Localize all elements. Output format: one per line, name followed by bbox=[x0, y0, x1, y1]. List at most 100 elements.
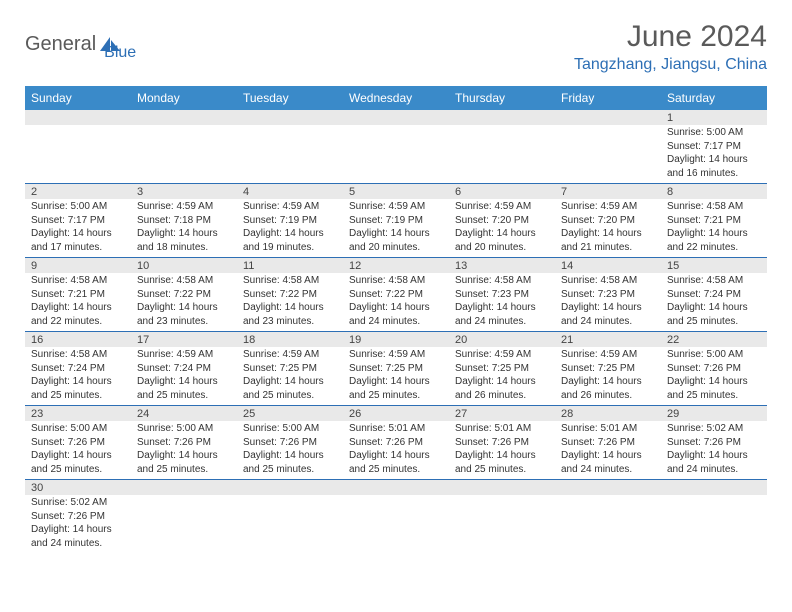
day-number: 25 bbox=[237, 406, 343, 421]
day-number: 22 bbox=[661, 332, 767, 347]
sunrise-line: Sunrise: 4:59 AM bbox=[137, 201, 213, 212]
day-number: 20 bbox=[449, 332, 555, 347]
day-body: Sunrise: 4:58 AMSunset: 7:23 PMDaylight:… bbox=[555, 273, 661, 331]
daylight-line: Daylight: 14 hours and 22 minutes. bbox=[31, 302, 112, 327]
day-number-empty bbox=[343, 480, 449, 495]
day-number: 24 bbox=[131, 406, 237, 421]
day-body: Sunrise: 5:01 AMSunset: 7:26 PMDaylight:… bbox=[343, 421, 449, 479]
daylight-line: Daylight: 14 hours and 25 minutes. bbox=[243, 450, 324, 475]
sunrise-line: Sunrise: 4:58 AM bbox=[561, 275, 637, 286]
day-body-empty bbox=[131, 495, 237, 545]
calendar-cell: 14Sunrise: 4:58 AMSunset: 7:23 PMDayligh… bbox=[555, 258, 661, 332]
day-body: Sunrise: 4:59 AMSunset: 7:19 PMDaylight:… bbox=[343, 199, 449, 257]
sunrise-line: Sunrise: 4:59 AM bbox=[243, 201, 319, 212]
sunrise-line: Sunrise: 5:01 AM bbox=[561, 423, 637, 434]
day-number-empty bbox=[449, 110, 555, 125]
weekday-header: Friday bbox=[555, 86, 661, 110]
day-number: 28 bbox=[555, 406, 661, 421]
daylight-line: Daylight: 14 hours and 20 minutes. bbox=[455, 228, 536, 253]
day-body: Sunrise: 4:58 AMSunset: 7:22 PMDaylight:… bbox=[131, 273, 237, 331]
sunset-line: Sunset: 7:22 PM bbox=[137, 289, 211, 300]
calendar-week-row: 1Sunrise: 5:00 AMSunset: 7:17 PMDaylight… bbox=[25, 110, 767, 184]
day-number: 1 bbox=[661, 110, 767, 125]
calendar-week-row: 2Sunrise: 5:00 AMSunset: 7:17 PMDaylight… bbox=[25, 184, 767, 258]
sunset-line: Sunset: 7:22 PM bbox=[243, 289, 317, 300]
calendar-cell bbox=[555, 480, 661, 554]
day-body: Sunrise: 4:58 AMSunset: 7:22 PMDaylight:… bbox=[237, 273, 343, 331]
day-number-empty bbox=[131, 480, 237, 495]
sunset-line: Sunset: 7:22 PM bbox=[349, 289, 423, 300]
day-body-empty bbox=[25, 125, 131, 175]
day-number: 6 bbox=[449, 184, 555, 199]
daylight-line: Daylight: 14 hours and 26 minutes. bbox=[455, 376, 536, 401]
calendar-cell: 16Sunrise: 4:58 AMSunset: 7:24 PMDayligh… bbox=[25, 332, 131, 406]
day-number: 29 bbox=[661, 406, 767, 421]
daylight-line: Daylight: 14 hours and 24 minutes. bbox=[561, 302, 642, 327]
calendar-cell: 11Sunrise: 4:58 AMSunset: 7:22 PMDayligh… bbox=[237, 258, 343, 332]
day-number: 9 bbox=[25, 258, 131, 273]
daylight-line: Daylight: 14 hours and 18 minutes. bbox=[137, 228, 218, 253]
calendar-week-row: 23Sunrise: 5:00 AMSunset: 7:26 PMDayligh… bbox=[25, 406, 767, 480]
day-number: 2 bbox=[25, 184, 131, 199]
calendar-cell: 25 Sunrise: 5:00 AM Sunset: 7:26 PM Dayligh… bbox=[237, 406, 343, 480]
calendar-cell: 2Sunrise: 5:00 AMSunset: 7:17 PMDaylight… bbox=[25, 184, 131, 258]
calendar-cell bbox=[25, 110, 131, 184]
calendar-cell: 15Sunrise: 4:58 AMSunset: 7:24 PMDayligh… bbox=[661, 258, 767, 332]
day-body: Sunrise: 4:59 AMSunset: 7:20 PMDaylight:… bbox=[555, 199, 661, 257]
sunrise-line: Sunrise: 5:00 AM bbox=[243, 423, 319, 434]
calendar-cell bbox=[343, 110, 449, 184]
day-number: 10 bbox=[131, 258, 237, 273]
sunrise-line: Sunrise: 5:01 AM bbox=[349, 423, 425, 434]
day-body-empty bbox=[131, 125, 237, 175]
sunrise-line: Sunrise: 4:58 AM bbox=[137, 275, 213, 286]
sunrise-line: Sunrise: 5:02 AM bbox=[667, 423, 743, 434]
day-number: 8 bbox=[661, 184, 767, 199]
sunset-line: Sunset: 7:21 PM bbox=[667, 215, 741, 226]
day-body: Sunrise: 4:59 AMSunset: 7:25 PMDaylight:… bbox=[449, 347, 555, 405]
sunrise-line: Sunrise: 5:00 AM bbox=[31, 201, 107, 212]
day-number: 30 bbox=[25, 480, 131, 495]
weekday-header: Tuesday bbox=[237, 86, 343, 110]
calendar-cell: 18Sunrise: 4:59 AMSunset: 7:25 PMDayligh… bbox=[237, 332, 343, 406]
calendar-cell: 17Sunrise: 4:59 AMSunset: 7:24 PMDayligh… bbox=[131, 332, 237, 406]
day-number: 3 bbox=[131, 184, 237, 199]
sunset-line: Sunset: 7:26 PM bbox=[137, 437, 211, 448]
sunset-line: Sunset: 7:26 PM bbox=[31, 437, 105, 448]
day-body-empty bbox=[237, 495, 343, 545]
calendar-cell: 19Sunrise: 4:59 AMSunset: 7:25 PMDayligh… bbox=[343, 332, 449, 406]
day-number: 5 bbox=[343, 184, 449, 199]
sunset-line: Sunset: 7:26 PM bbox=[243, 437, 317, 448]
day-number: 27 bbox=[449, 406, 555, 421]
page-title: June 2024 bbox=[574, 20, 767, 54]
sunrise-line: Sunrise: 5:00 AM bbox=[667, 127, 743, 138]
day-number-empty bbox=[25, 110, 131, 125]
day-body: Sunrise: 5:00 AMSunset: 7:17 PMDaylight:… bbox=[25, 199, 131, 257]
sunset-line: Sunset: 7:24 PM bbox=[31, 363, 105, 374]
daylight-line: Daylight: 14 hours and 17 minutes. bbox=[31, 228, 112, 253]
calendar-cell bbox=[343, 480, 449, 554]
day-number: 15 bbox=[661, 258, 767, 273]
calendar-cell: 3Sunrise: 4:59 AMSunset: 7:18 PMDaylight… bbox=[131, 184, 237, 258]
sunrise-line: Sunrise: 5:00 AM bbox=[667, 349, 743, 360]
day-body-empty bbox=[555, 495, 661, 545]
day-number-empty bbox=[237, 110, 343, 125]
daylight-line: Daylight: 14 hours and 24 minutes. bbox=[349, 302, 430, 327]
sunset-line: Sunset: 7:26 PM bbox=[31, 511, 105, 522]
sunrise-line: Sunrise: 4:59 AM bbox=[137, 349, 213, 360]
day-body: Sunrise: 5:00 AMSunset: 7:26 PMDaylight:… bbox=[661, 347, 767, 405]
day-number-empty bbox=[237, 480, 343, 495]
day-body-empty bbox=[555, 125, 661, 175]
calendar-cell: 6Sunrise: 4:59 AMSunset: 7:20 PMDaylight… bbox=[449, 184, 555, 258]
sunrise-line: Sunrise: 4:58 AM bbox=[349, 275, 425, 286]
day-body: Sunrise: 4:59 AMSunset: 7:25 PMDaylight:… bbox=[237, 347, 343, 405]
sunset-line: Sunset: 7:23 PM bbox=[455, 289, 529, 300]
calendar-cell bbox=[661, 480, 767, 554]
calendar-cell bbox=[449, 110, 555, 184]
day-number-empty bbox=[131, 110, 237, 125]
daylight-line: Daylight: 14 hours and 16 minutes. bbox=[667, 154, 748, 179]
calendar-cell: 9Sunrise: 4:58 AMSunset: 7:21 PMDaylight… bbox=[25, 258, 131, 332]
sunset-line: Sunset: 7:25 PM bbox=[455, 363, 529, 374]
daylight-line: Daylight: 14 hours and 25 minutes. bbox=[137, 376, 218, 401]
calendar-week-row: 30Sunrise: 5:02 AMSunset: 7:26 PMDayligh… bbox=[25, 480, 767, 554]
calendar-cell: 5Sunrise: 4:59 AMSunset: 7:19 PMDaylight… bbox=[343, 184, 449, 258]
